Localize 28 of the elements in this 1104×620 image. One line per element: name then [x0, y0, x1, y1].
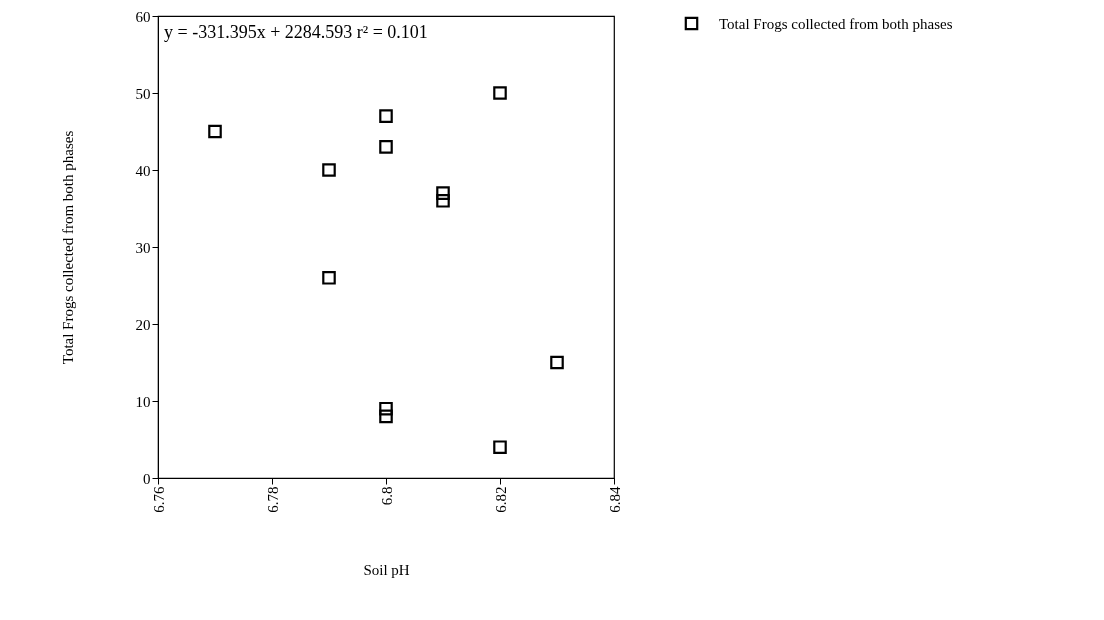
point: [322, 163, 336, 177]
point: [493, 86, 507, 100]
x-tick-label: 6.78: [264, 486, 281, 513]
y-tick-label: 10: [135, 393, 151, 410]
point: [379, 109, 393, 123]
annotation: y = -331.395x + 2284.593 r² = 0.101: [164, 22, 428, 42]
point: [379, 140, 393, 154]
point: [379, 409, 393, 424]
y-tick-label: 50: [135, 85, 151, 102]
x-tick-label: 6.84: [606, 486, 623, 513]
y-tick-label: 30: [135, 239, 151, 256]
point: [322, 271, 336, 285]
legend-label: Total Frogs collected from both phases: [719, 15, 953, 32]
y-tick-label: 60: [135, 8, 151, 25]
point: [493, 440, 507, 454]
point: [550, 355, 564, 370]
y-axis-title: Total Frogs collected from both phases: [59, 130, 76, 365]
point: [379, 401, 393, 416]
point: [436, 194, 450, 208]
x-axis-title: Soil pH: [363, 561, 410, 578]
point: [208, 124, 222, 139]
x-tick-label: 6.82: [492, 486, 509, 513]
y-tick-label: 0: [143, 470, 151, 487]
x-tick-label: 6.8: [378, 486, 395, 506]
x-tick-label: 6.76: [150, 486, 167, 513]
y-tick-label: 20: [135, 316, 151, 333]
y-tick-label: 40: [135, 162, 151, 179]
point: [436, 186, 450, 200]
